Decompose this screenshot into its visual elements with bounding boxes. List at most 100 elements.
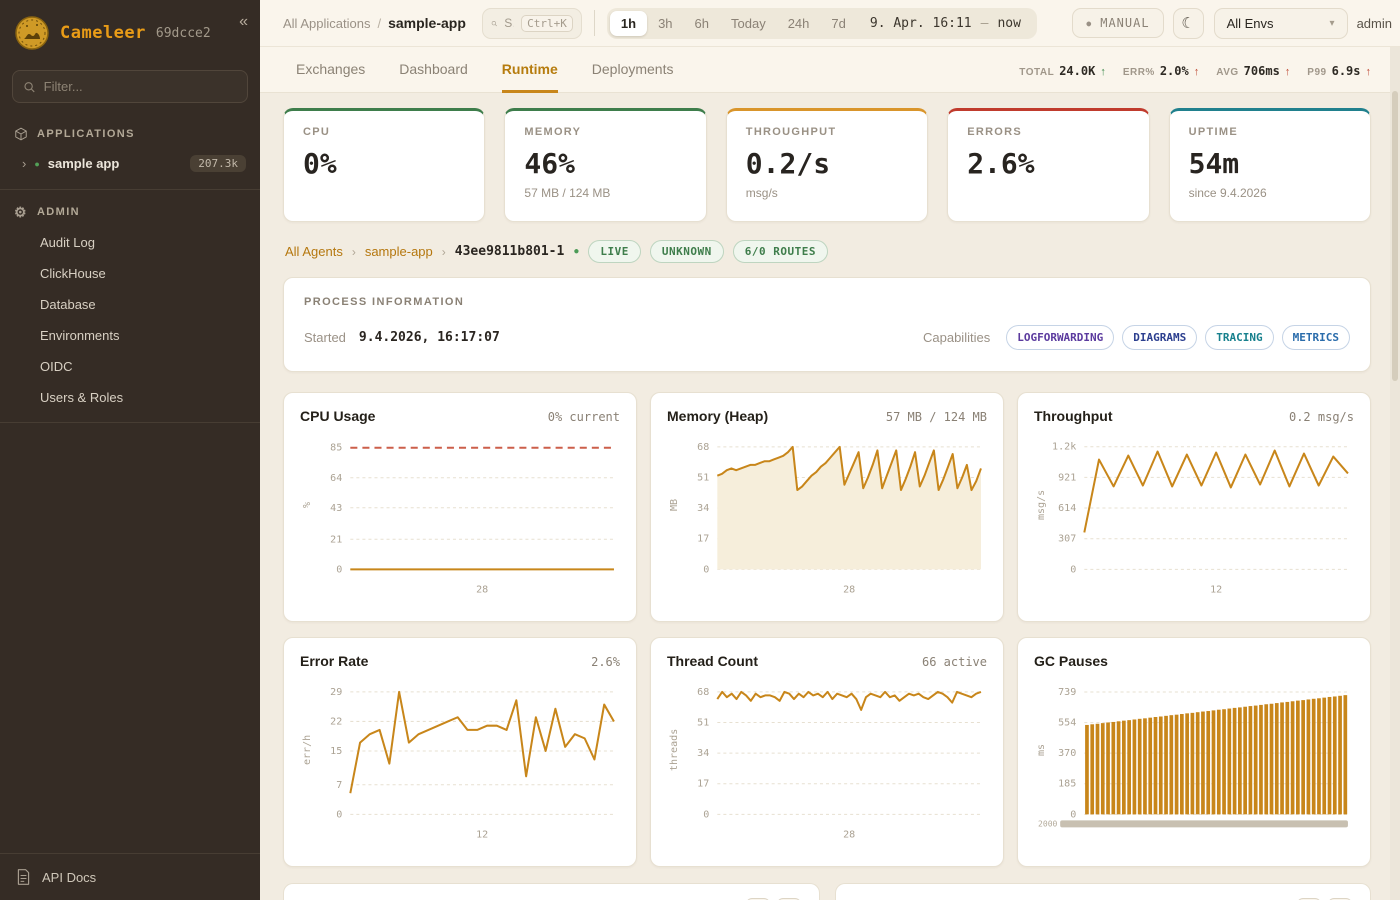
chart-card-memory-heap: Memory (Heap) 57 MB / 124 MB 0 17 34 51 68 MB 2… — [650, 392, 1004, 622]
metric-card-errors: ERRORS 2.6% — [947, 108, 1150, 222]
tab-exchanges[interactable]: Exchanges — [296, 61, 366, 77]
svg-text:0: 0 — [1070, 809, 1076, 820]
global-search[interactable]: S… Ctrl+K — [481, 7, 582, 39]
date-separator: – — [980, 15, 989, 31]
tab-dashboard[interactable]: Dashboard — [399, 61, 468, 77]
date-range-display[interactable]: 9. Apr. 16:11 – now — [857, 16, 1034, 31]
throughput-chart: 0 307 614 921 1.2k msg/s 12 — [1036, 442, 1349, 595]
sidebar-item-sample-app[interactable]: › ● sample app 207.3k — [0, 149, 260, 180]
svg-text:%: % — [302, 502, 313, 508]
sidebar-divider — [0, 189, 260, 190]
stat-label: ERR% — [1122, 67, 1155, 78]
search-shortcut-kbd: Ctrl+K — [521, 14, 573, 32]
stat-err-pct: ERR% 2.0% ↑ — [1123, 64, 1199, 78]
svg-text:28: 28 — [843, 829, 855, 840]
thread-count-chart: 0 17 34 51 68 threads 28 — [669, 687, 982, 840]
app-status-dot: ● — [34, 158, 40, 169]
tab-bar: Exchanges Dashboard Runtime Deployments … — [260, 47, 1400, 93]
metric-value: 2.6% — [967, 147, 1035, 180]
status-badge-routes: 6/0 ROUTES — [732, 240, 828, 263]
sidebar-collapse-icon[interactable]: « — [239, 13, 248, 30]
sidebar-item-users-roles[interactable]: Users & Roles — [40, 390, 124, 405]
svg-text:43: 43 — [330, 503, 342, 514]
svg-text:err/h: err/h — [302, 735, 313, 765]
moon-icon: ☾ — [1181, 15, 1195, 32]
svg-text:307: 307 — [1058, 534, 1076, 545]
build-hash: 69dcce2 — [155, 25, 211, 41]
tab-deployments[interactable]: Deployments — [591, 61, 674, 77]
svg-text:22: 22 — [330, 716, 342, 727]
breadcrumb-all-applications[interactable]: All Applications — [283, 15, 371, 31]
tab-runtime[interactable]: Runtime — [501, 61, 558, 93]
time-range-6h[interactable]: 6h — [694, 15, 709, 31]
metric-card-cpu: CPU 0% — [283, 108, 486, 222]
metric-sub: 57 MB / 124 MB — [524, 186, 611, 200]
metric-sub: msg/s — [745, 186, 778, 200]
cpu-usage-chart: 0 21 43 64 85% 28 — [302, 443, 614, 595]
stat-total: TOTAL 24.0K ↑ — [1019, 64, 1106, 78]
expand-chevron-icon[interactable]: › — [22, 156, 27, 171]
sidebar-item-audit-log[interactable]: Audit Log — [40, 235, 95, 250]
time-range-24h[interactable]: 24h — [787, 15, 810, 31]
chevron-right-icon: › — [351, 244, 356, 259]
chart-title: CPU Usage — [300, 408, 376, 424]
svg-text:28: 28 — [476, 584, 488, 595]
timeline-panel: Timeline 4 events ↓ ⟳ — [834, 883, 1371, 900]
dark-mode-toggle[interactable]: ☾ — [1172, 7, 1204, 39]
svg-text:1.2k: 1.2k — [1052, 442, 1076, 453]
cube-icon — [15, 127, 27, 141]
admin-section-header: ⚙ ADMIN — [0, 195, 260, 227]
svg-text:0: 0 — [703, 809, 709, 820]
filter-input[interactable] — [43, 79, 237, 94]
svg-text:34: 34 — [697, 503, 709, 514]
date-from: 9. Apr. 16:11 — [869, 15, 972, 31]
svg-text:21: 21 — [330, 534, 342, 545]
svg-text:7: 7 — [336, 780, 342, 791]
chart-title: Error Rate — [300, 653, 369, 669]
svg-text:51: 51 — [697, 472, 709, 483]
svg-text:68: 68 — [697, 687, 709, 698]
chart-current-value: 66 active — [921, 655, 987, 669]
api-docs-label: API Docs — [42, 869, 97, 885]
sidebar-item-environments[interactable]: Environments — [40, 328, 120, 343]
time-range-today[interactable]: Today — [731, 15, 766, 31]
sidebar-divider — [0, 422, 260, 423]
applications-section-header: APPLICATIONS — [0, 117, 260, 149]
applications-section-label: APPLICATIONS — [37, 128, 135, 140]
metric-label: THROUGHPUT — [745, 126, 837, 138]
scrollbar-thumb[interactable] — [1392, 91, 1398, 381]
sidebar-item-oidc[interactable]: OIDC — [40, 359, 73, 374]
vertical-scrollbar[interactable] — [1390, 47, 1400, 900]
sidebar-item-clickhouse[interactable]: ClickHouse — [40, 266, 106, 281]
date-to: now — [997, 15, 1021, 31]
user-name[interactable]: admin — [1356, 15, 1392, 31]
manual-refresh-button[interactable]: ● MANUAL — [1072, 8, 1164, 38]
svg-text:34: 34 — [697, 748, 709, 759]
cameleer-logo-icon — [15, 16, 49, 50]
metric-value: 54m — [1188, 147, 1240, 180]
sidebar-filter[interactable] — [12, 70, 248, 103]
chart-card-thread-count: Thread Count 66 active 0 17 34 51 68 threads 28 — [650, 637, 1004, 867]
breadcrumb-current: sample-app — [388, 15, 466, 31]
trend-up-icon: ↑ — [1100, 66, 1106, 78]
stat-label: TOTAL — [1019, 67, 1055, 78]
svg-text:threads: threads — [669, 729, 680, 771]
time-range-1h[interactable]: 1h — [609, 10, 648, 36]
status-badge-unknown: UNKNOWN — [649, 240, 724, 263]
sidebar-item-api-docs[interactable]: API Docs — [0, 853, 260, 900]
chart-card-error-rate: Error Rate 2.6% 0 7 15 22 29 err/h 12 — [283, 637, 637, 867]
sidebar-item-database[interactable]: Database — [40, 297, 96, 312]
application-log-controls: 100 entries ↓ ⟳ — [655, 897, 801, 900]
time-range-3h[interactable]: 3h — [658, 15, 673, 31]
agent-breadcrumb-all-agents[interactable]: All Agents — [285, 244, 343, 259]
chart-current-value: 0% current — [547, 410, 620, 424]
svg-text:68: 68 — [697, 442, 709, 453]
svg-text:64: 64 — [330, 473, 342, 484]
time-range-7d[interactable]: 7d — [831, 15, 846, 31]
svg-text:2000: 2000 — [1038, 819, 1058, 828]
svg-text:0: 0 — [336, 809, 342, 820]
metric-label: MEMORY — [524, 126, 582, 138]
agent-breadcrumb-app[interactable]: sample-app — [364, 244, 433, 259]
chart-title: Thread Count — [667, 653, 758, 669]
environment-select[interactable]: All Envs ▾ — [1213, 7, 1348, 39]
